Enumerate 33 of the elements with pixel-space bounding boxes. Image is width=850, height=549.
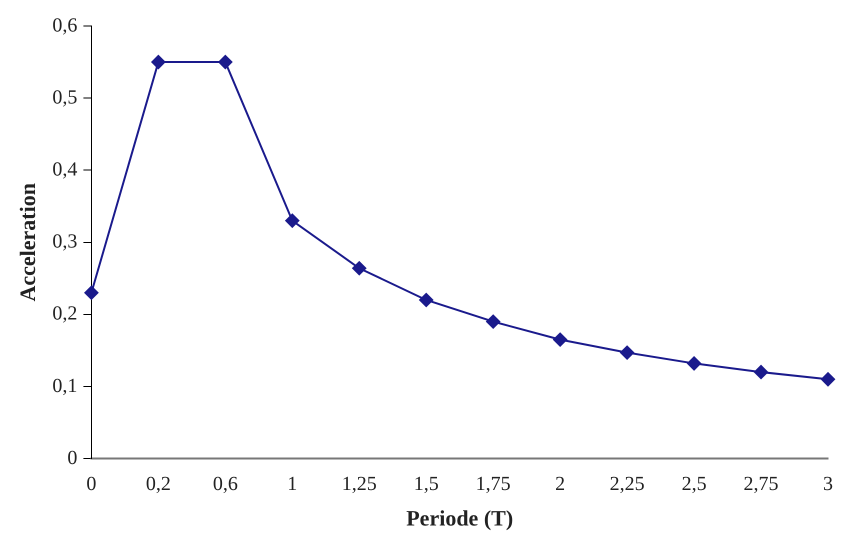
x-tick-label: 2,75	[744, 472, 779, 495]
point	[285, 214, 300, 228]
point	[754, 365, 768, 380]
x-tick-label: 0,2	[146, 472, 171, 495]
x-tick-label: 2,5	[682, 472, 707, 495]
x-tick-label: 1,5	[414, 472, 439, 495]
point	[352, 261, 366, 276]
y-tick-label: 0,6	[52, 14, 78, 36]
y-tick-label: 0,5	[52, 86, 78, 108]
y-tick-label: 0,2	[52, 302, 78, 325]
x-tick-label: 1,75	[476, 472, 511, 495]
y-axis-title: Acceleration	[14, 183, 40, 302]
point	[687, 356, 702, 370]
y-tick-label: 0,3	[52, 230, 78, 253]
x-tick-label: 2	[555, 472, 566, 495]
y-tick-label: 0,4	[52, 158, 78, 180]
point	[419, 292, 434, 307]
point	[620, 346, 634, 360]
point	[553, 332, 568, 347]
x-tick-label: 1,25	[342, 472, 377, 495]
y-tick-label: 0	[67, 446, 78, 469]
point	[218, 55, 232, 70]
point	[821, 372, 835, 386]
y-tick-label: 0,1	[52, 374, 78, 397]
x-tick-label: 2,25	[610, 472, 645, 495]
point	[151, 55, 166, 70]
x-tick-label: 0	[86, 472, 96, 495]
x-tick-label: 1	[287, 472, 298, 495]
x-tick-label: 0,6	[212, 472, 238, 495]
x-axis-title: Periode (T)	[406, 505, 514, 530]
point	[84, 286, 98, 300]
x-tick-label: 3	[823, 472, 833, 495]
point	[486, 314, 500, 329]
